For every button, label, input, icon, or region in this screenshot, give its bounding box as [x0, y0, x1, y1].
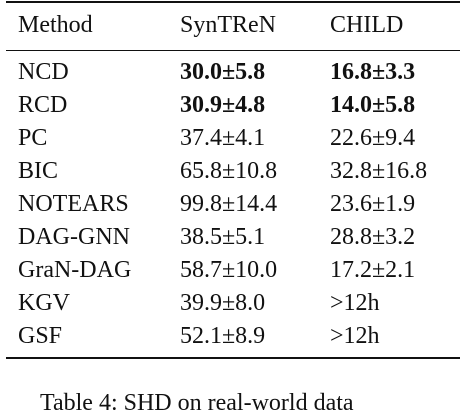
cell-method: GSF: [18, 323, 63, 349]
header-syntren: SynTReN: [180, 12, 276, 38]
header-child: CHILD: [330, 12, 404, 38]
table-row: BIC 65.8±10.8 32.8±16.8: [0, 156, 466, 189]
table-caption: Table 4: SHD on real-world data: [40, 390, 354, 416]
cell-syntren: 39.9±8.0: [180, 290, 266, 316]
cell-child: 16.8±3.3: [330, 59, 416, 85]
cell-syntren: 30.0±5.8: [180, 59, 266, 85]
cell-method: GraN-DAG: [18, 257, 132, 283]
cell-method: KGV: [18, 290, 70, 316]
cell-child: 32.8±16.8: [330, 158, 428, 184]
cell-child: 14.0±5.8: [330, 92, 416, 118]
cell-syntren: 52.1±8.9: [180, 323, 266, 349]
table-header-rule: [6, 50, 460, 51]
cell-method: DAG-GNN: [18, 224, 130, 250]
cell-syntren: 38.5±5.1: [180, 224, 266, 250]
cell-child: 28.8±3.2: [330, 224, 416, 250]
cell-child: 22.6±9.4: [330, 125, 416, 151]
cell-syntren: 37.4±4.1: [180, 125, 266, 151]
table-row: DAG-GNN 38.5±5.1 28.8±3.2: [0, 222, 466, 255]
table-row: KGV 39.9±8.0 >12h: [0, 288, 466, 321]
table-row: RCD 30.9±4.8 14.0±5.8: [0, 90, 466, 123]
cell-method: NOTEARS: [18, 191, 129, 217]
table-row: NCD 30.0±5.8 16.8±3.3: [0, 57, 466, 90]
table-row: NOTEARS 99.8±14.4 23.6±1.9: [0, 189, 466, 222]
cell-child: 17.2±2.1: [330, 257, 416, 283]
cell-child: 23.6±1.9: [330, 191, 416, 217]
cell-child: >12h: [330, 323, 380, 349]
table-top-rule: [6, 1, 460, 3]
cell-method: PC: [18, 125, 48, 151]
cell-syntren: 58.7±10.0: [180, 257, 278, 283]
cell-child: >12h: [330, 290, 380, 316]
table-row: GSF 52.1±8.9 >12h: [0, 321, 466, 354]
cell-syntren: 99.8±14.4: [180, 191, 278, 217]
cell-method: BIC: [18, 158, 59, 184]
cell-syntren: 30.9±4.8: [180, 92, 266, 118]
cell-syntren: 65.8±10.8: [180, 158, 278, 184]
table-row: GraN-DAG 58.7±10.0 17.2±2.1: [0, 255, 466, 288]
cell-method: RCD: [18, 92, 68, 118]
table-bottom-rule: [6, 357, 460, 359]
header-method: Method: [18, 12, 93, 38]
cell-method: NCD: [18, 59, 69, 85]
table-row: PC 37.4±4.1 22.6±9.4: [0, 123, 466, 156]
